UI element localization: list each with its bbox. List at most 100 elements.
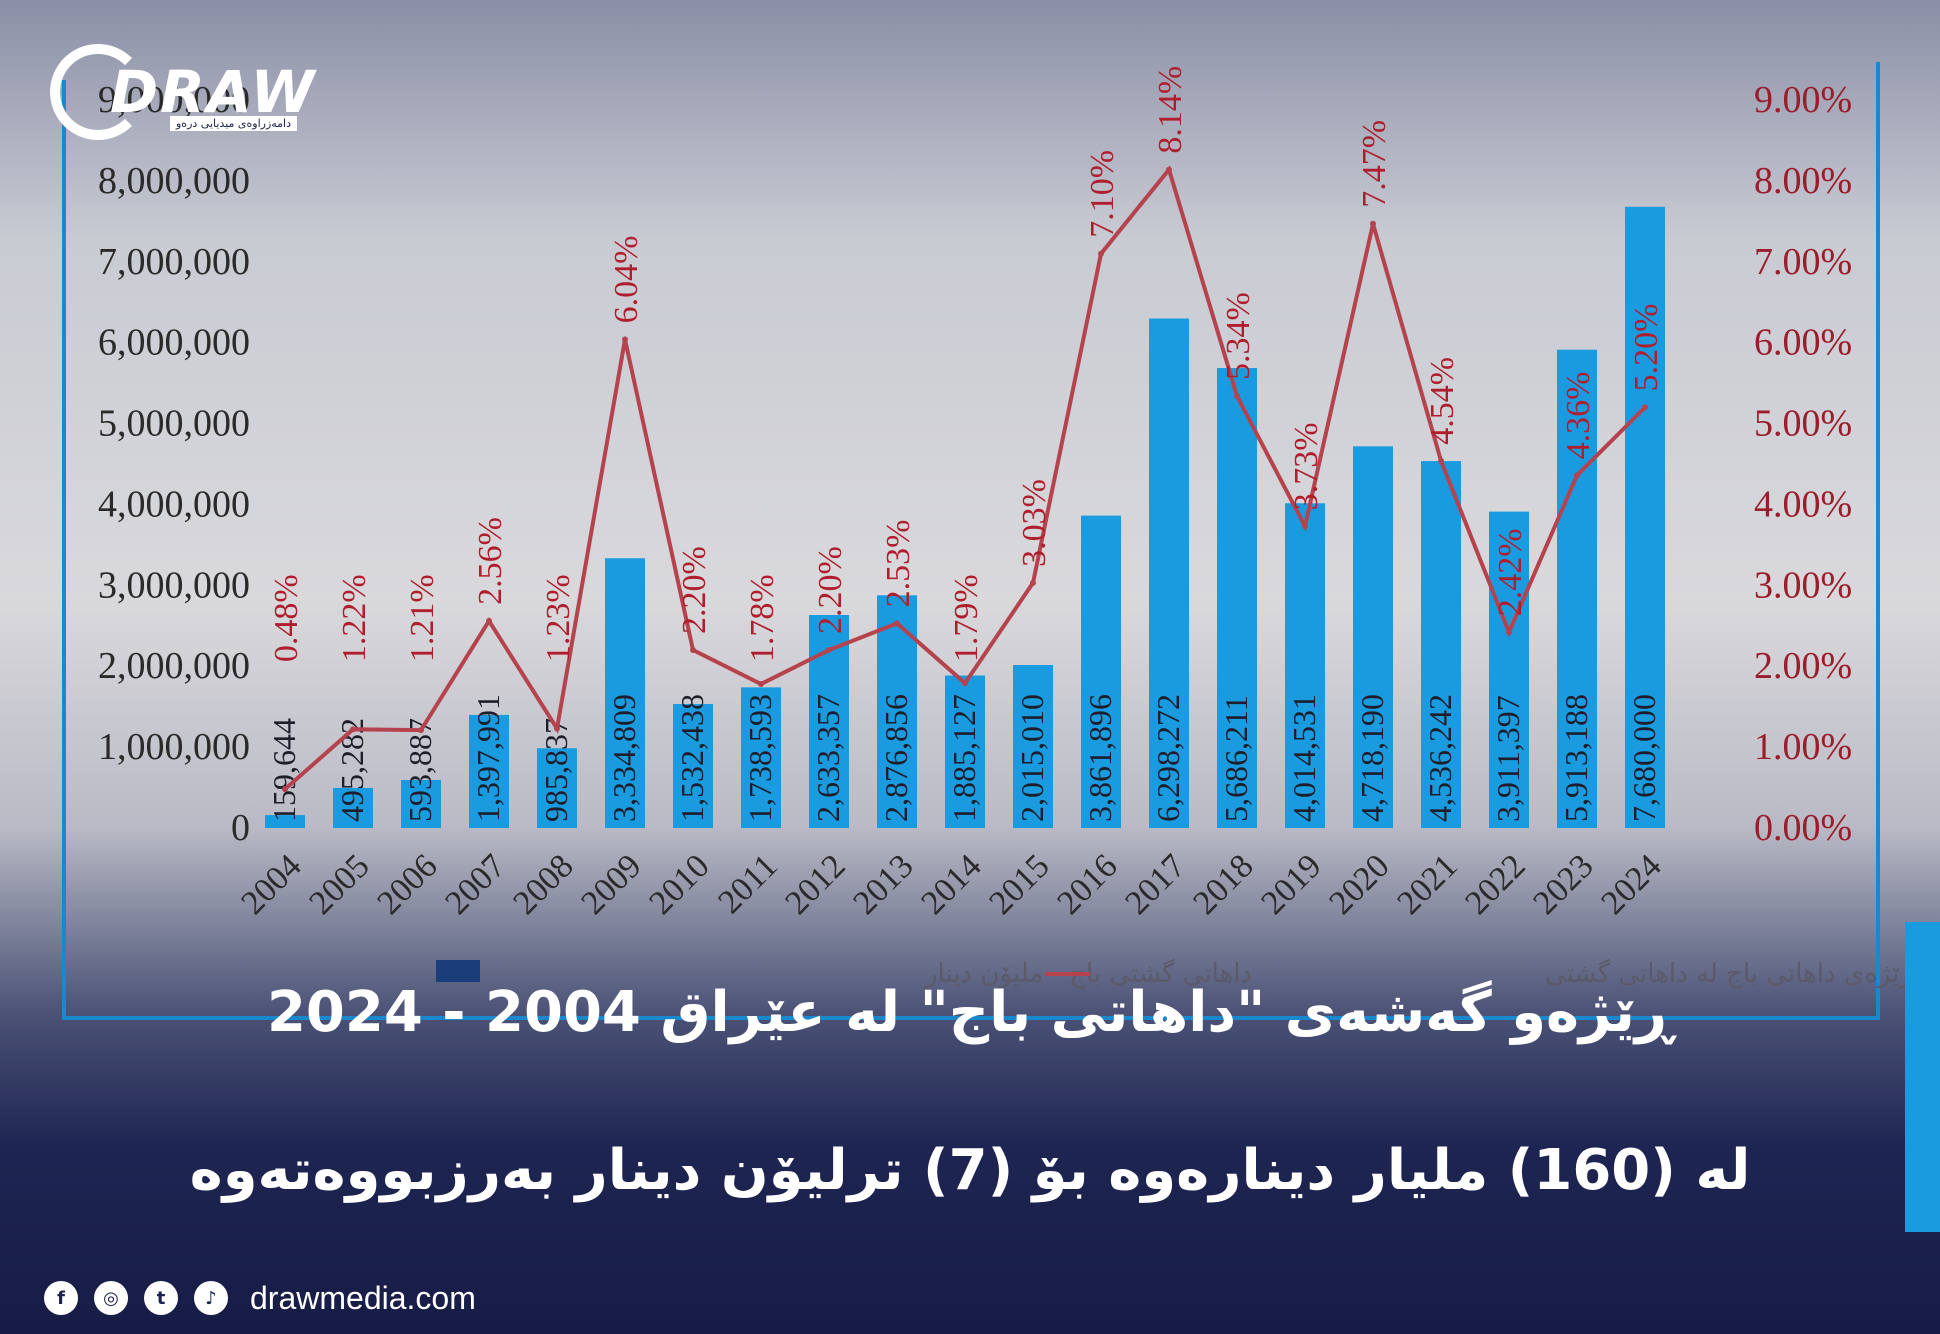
percentage-label: 2.53% [880, 520, 917, 608]
y-right-tick-label: 4.00% [1754, 483, 1852, 525]
y-left-tick-label: 6,000,000 [98, 322, 250, 364]
bar-2007 [469, 714, 509, 828]
bar-2004 [265, 815, 305, 828]
tiktok-icon[interactable]: ♪ [194, 1281, 228, 1315]
bar-value-label: 5,913,188 [1558, 694, 1594, 822]
bar-value-label: 2,633,357 [810, 694, 846, 822]
y-right-tick-label: 9.00% [1754, 79, 1852, 121]
bar-value-label: 5,686,211 [1218, 695, 1254, 822]
percentage-label: 1.21% [404, 574, 441, 662]
line-point-2022 [1506, 629, 1512, 636]
line-point-2009 [622, 336, 628, 343]
bar-2022 [1489, 511, 1529, 828]
x-tick-label: 2021 [1390, 847, 1464, 921]
x-tick-label: 2008 [506, 847, 580, 921]
percentage-label: 3.73% [1288, 422, 1325, 510]
line-point-2014 [962, 680, 968, 687]
y-left-tick-label: 7,000,000 [98, 241, 250, 283]
y-right-tick-label: 8.00% [1754, 160, 1852, 202]
y-right-tick-label: 2.00% [1754, 645, 1852, 687]
bar-value-label: 1,738,593 [742, 694, 778, 822]
bar-value-label: 2,015,010 [1014, 694, 1050, 822]
percentage-label: 1.79% [948, 574, 985, 662]
bar-2020 [1353, 446, 1393, 828]
bar-value-label: 1,885,127 [946, 694, 982, 822]
x-tick-label: 2022 [1458, 847, 1532, 921]
bar-value-label: 3,911,397 [1490, 695, 1526, 822]
footer-social-bar: f ◎ t ♪ drawmedia.com [44, 1278, 476, 1318]
bar-2008 [537, 748, 577, 828]
y-right-tick-label: 3.00% [1754, 564, 1852, 606]
chart-frame [62, 62, 1880, 1020]
x-tick-label: 2016 [1050, 847, 1124, 921]
bar-2024 [1625, 206, 1665, 829]
bar-value-label: 593,887 [402, 718, 438, 822]
x-tick-label: 2011 [711, 847, 784, 920]
bar-value-label: 159,644 [266, 718, 302, 822]
line-point-2013 [894, 620, 900, 627]
percentage-label: 5.34% [1220, 292, 1257, 380]
percentage-label: 1.78% [744, 574, 781, 662]
x-tick-label: 2018 [1186, 847, 1260, 921]
bar-value-label: 495,282 [334, 718, 370, 822]
x-tick-label: 2005 [302, 847, 376, 921]
headline-title: ڕێژەو گەشەی "داهاتی باج" لە عێراق 2004 -… [266, 980, 1674, 1045]
line-point-2015 [1030, 579, 1036, 586]
percentage-label: 1.23% [540, 574, 577, 662]
line-point-2004 [282, 786, 288, 793]
bar-value-label: 2,876,856 [878, 694, 914, 822]
line-point-2019 [1302, 523, 1308, 530]
bar-value-label: 6,298,272 [1150, 694, 1186, 822]
bar-value-label: 985,837 [538, 718, 574, 822]
line-point-2008 [554, 725, 560, 732]
y-left-tick-label: 8,000,000 [98, 160, 250, 202]
percentage-label: 2.42% [1492, 528, 1529, 616]
logo-ring-icon [50, 44, 146, 140]
x-tick-label: 2023 [1526, 847, 1600, 921]
y-left-tick-label: 2,000,000 [98, 645, 250, 687]
x-tick-label: 2019 [1254, 847, 1328, 921]
percentage-label: 2.56% [472, 517, 509, 605]
line-point-2011 [758, 681, 764, 688]
instagram-icon[interactable]: ◎ [94, 1281, 128, 1315]
bar-2005 [333, 787, 373, 828]
x-tick-label: 2024 [1594, 847, 1668, 921]
percentage-label: 7.47% [1356, 120, 1393, 208]
line-point-2017 [1166, 166, 1172, 173]
facebook-icon[interactable]: f [44, 1281, 78, 1315]
bar-2015 [1013, 665, 1053, 828]
website-link[interactable]: drawmedia.com [250, 1279, 476, 1316]
bar-2006 [401, 779, 441, 828]
y-right-tick-label: 6.00% [1754, 322, 1852, 364]
bar-value-label: 3,334,809 [606, 694, 642, 822]
y-right-tick-label: 7.00% [1754, 241, 1852, 283]
bar-2016 [1081, 515, 1121, 828]
percentage-label: 8.14% [1152, 66, 1189, 154]
twitter-icon[interactable]: t [144, 1281, 178, 1315]
bar-value-label: 1,532,438 [674, 694, 710, 822]
line-point-2006 [418, 727, 424, 734]
x-tick-label: 2017 [1118, 847, 1192, 921]
line-point-2005 [350, 726, 356, 733]
y-right-tick-label: 0.00% [1754, 807, 1852, 849]
x-tick-label: 2009 [574, 847, 648, 921]
bar-2017 [1149, 318, 1189, 828]
bar-value-label: 3,861,896 [1082, 694, 1118, 822]
bar-2014 [945, 675, 985, 828]
line-point-2007 [486, 617, 492, 624]
line-point-2020 [1370, 220, 1376, 227]
bar-value-label: 4,718,190 [1354, 694, 1390, 822]
percentage-label: 3.03% [1016, 479, 1053, 567]
line-point-2024 [1642, 404, 1648, 411]
right-accent-bar [1905, 922, 1940, 1232]
percentage-label: 2.20% [676, 546, 713, 634]
bar-2018 [1217, 368, 1257, 828]
percentage-label: 1.22% [336, 574, 373, 662]
line-point-2023 [1574, 472, 1580, 479]
y-right-tick-label: 5.00% [1754, 403, 1852, 445]
percentage-label: 4.54% [1424, 357, 1461, 445]
draw-logo: DRAW دامەزراوەی میدیایی درەو [50, 44, 350, 144]
y-left-tick-label: 1,000,000 [98, 726, 250, 768]
bar-value-label: 4,014,531 [1286, 694, 1322, 822]
x-tick-label: 2010 [642, 847, 716, 921]
